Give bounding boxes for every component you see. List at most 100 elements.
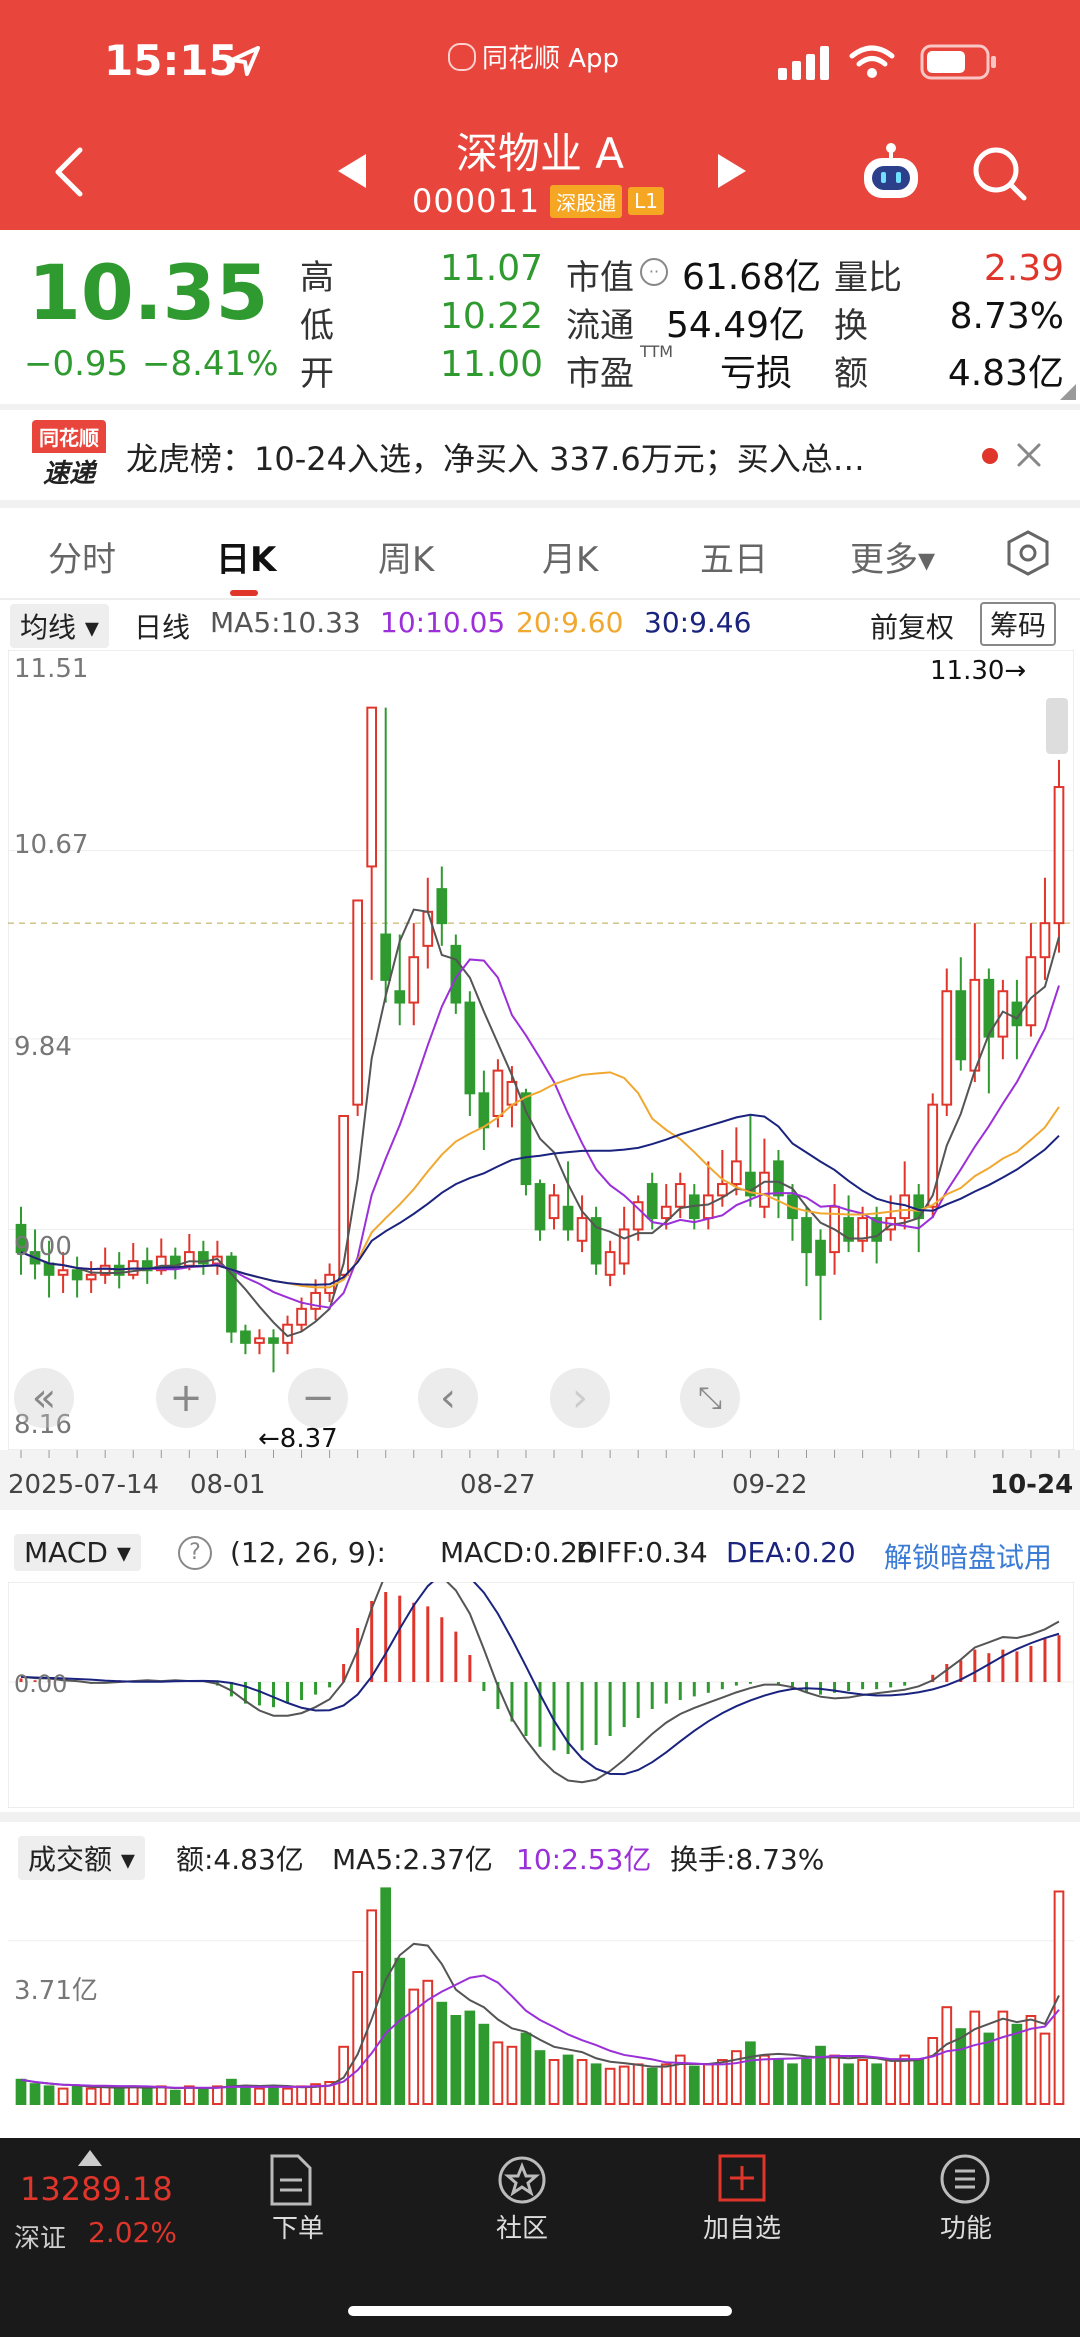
kline-chart[interactable]	[8, 650, 1074, 1450]
tab-monthly-k[interactable]: 月K	[542, 540, 599, 580]
amount-label: 额	[834, 354, 868, 394]
volume-legend: 成交额 ▾ 额:4.83亿 MA5:2.37亿 10:2.53亿 换手:8.73…	[0, 1836, 1080, 1886]
settings-hexagon-icon[interactable]	[1006, 530, 1050, 576]
date-label-1: 2025-07-14	[8, 1470, 160, 1500]
volume-bar-down	[787, 2063, 798, 2105]
volume-bar-up	[548, 2059, 560, 2105]
candle-up	[927, 1103, 939, 1208]
mktcap-label: 市值	[566, 258, 634, 298]
y-label-1: 11.51	[14, 654, 89, 684]
community-icon	[498, 2156, 546, 2204]
low-label: 低	[300, 306, 334, 346]
current-price: 10.35	[28, 248, 269, 337]
volratio-value: 2.39	[983, 248, 1064, 289]
volume-bar-up	[85, 2087, 97, 2106]
volume-bar-up	[338, 2045, 349, 2106]
x-axis	[0, 1450, 1080, 1510]
nav-function-label: 功能	[939, 2214, 992, 2244]
volume-select[interactable]: 成交额 ▾	[18, 1836, 145, 1880]
volume-bar-down	[464, 2010, 476, 2106]
tab-five-day[interactable]: 五日	[700, 540, 768, 580]
next-stock-icon[interactable]	[716, 152, 748, 190]
open-value: 11.00	[440, 344, 544, 385]
volume-bar-up	[254, 2087, 265, 2106]
candle-up	[85, 1273, 97, 1281]
volume-bar-up	[829, 2054, 840, 2106]
robot-assistant-icon[interactable]	[858, 142, 924, 202]
tab-more[interactable]: 更多▾	[850, 540, 936, 580]
index-value[interactable]: 13289.18	[20, 2170, 173, 2208]
expand-corner-icon[interactable]	[1060, 384, 1076, 400]
turnover-label: 换	[834, 306, 868, 346]
nav-order-button[interactable]: 下单	[228, 2152, 368, 2245]
candle-up	[674, 1183, 686, 1208]
scroll-right-icon[interactable]: ›	[550, 1368, 610, 1428]
candle-up	[604, 1251, 616, 1276]
tab-timeshare[interactable]: 分时	[48, 540, 116, 580]
volratio-label: 量比	[834, 258, 902, 298]
app-label-wrap: 同花顺 App	[448, 38, 619, 75]
volume-bar-down	[520, 2032, 532, 2106]
candle-up	[716, 1183, 728, 1197]
zoom-in-icon[interactable]: +	[156, 1368, 216, 1428]
nav-order-label: 下单	[271, 2214, 324, 2244]
help-icon[interactable]: ?	[178, 1536, 212, 1570]
nav-function-button[interactable]: 功能	[896, 2152, 1036, 2245]
candle-down	[15, 1223, 27, 1254]
unlock-link[interactable]: 解锁暗盘试用	[884, 1541, 1053, 1574]
volume-bar-down	[688, 2065, 700, 2106]
volume-bar-down	[29, 2083, 41, 2105]
index-name: 深证	[14, 2224, 67, 2254]
scroll-thumb[interactable]	[1046, 698, 1068, 754]
candle-up	[759, 1171, 770, 1208]
candle-up	[857, 1217, 868, 1242]
candle-down	[815, 1239, 826, 1276]
volume-bar-down	[240, 2085, 251, 2105]
volume-bar-up	[1025, 2015, 1037, 2105]
chips-button[interactable]: 筹码	[980, 602, 1057, 646]
macd-select[interactable]: MACD ▾	[14, 1534, 141, 1571]
nav-community-button[interactable]: 社区	[452, 2152, 592, 2245]
search-icon[interactable]	[970, 144, 1028, 202]
menu-circle-icon	[940, 2154, 990, 2204]
news-bar[interactable]: 同花顺 速递 龙虎榜：10-24入选，净买入 337.6万元；买入总…	[0, 410, 1080, 500]
volume-ma10-line	[20, 1974, 1060, 2089]
adjust-label[interactable]: 前复权	[870, 611, 955, 644]
volume-bar-down	[71, 2085, 83, 2105]
float-value: 54.49亿	[666, 305, 806, 346]
candle-up	[1025, 956, 1037, 1027]
y-label-4: 9.00	[14, 1232, 72, 1262]
volume-bar-up	[618, 2065, 630, 2106]
info-icon[interactable]: ··	[640, 258, 668, 286]
candle-down	[71, 1269, 83, 1281]
back-icon[interactable]	[52, 146, 84, 198]
macd-chart[interactable]	[8, 1582, 1074, 1808]
volume-bar-up	[506, 2045, 518, 2106]
volume-ma10: 10:2.53亿	[516, 1843, 652, 1876]
volume-bar-up	[183, 2085, 195, 2105]
y-label-3: 9.84	[14, 1032, 72, 1062]
volume-bar-down	[268, 2085, 279, 2105]
fullscreen-icon[interactable]: ⤡	[680, 1368, 740, 1428]
tab-daily-k[interactable]: 日K	[216, 540, 277, 580]
collapse-icon[interactable]: «	[14, 1368, 74, 1428]
candle-up	[352, 899, 364, 1106]
divider	[0, 598, 1080, 600]
zoom-out-icon[interactable]: −	[288, 1368, 348, 1428]
news-brand-bottom: 速递	[42, 459, 95, 489]
indicator-select[interactable]: 均线 ▾	[10, 604, 109, 648]
volume-bar-down	[450, 2015, 462, 2105]
pe-label: 市盈	[566, 354, 634, 394]
date-label-4: 09-22	[732, 1470, 808, 1500]
volume-chart[interactable]	[8, 1882, 1074, 2108]
volume-bar-up	[212, 2085, 223, 2105]
scroll-left-icon[interactable]: ‹	[418, 1368, 478, 1428]
nav-add-watchlist-button[interactable]: 加自选	[672, 2152, 812, 2245]
close-icon[interactable]	[1016, 442, 1042, 468]
tab-weekly-k[interactable]: 周K	[378, 540, 435, 580]
prev-stock-icon[interactable]	[336, 152, 368, 190]
volume-bar-down	[141, 2087, 153, 2106]
candle-up	[183, 1251, 195, 1267]
candle-down	[843, 1217, 854, 1242]
candle-up	[366, 706, 378, 868]
